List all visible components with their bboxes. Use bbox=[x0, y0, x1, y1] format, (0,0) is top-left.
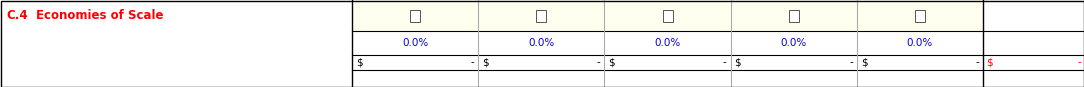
Text: -: - bbox=[470, 58, 474, 68]
Bar bbox=[410, 9, 421, 21]
Text: $: $ bbox=[735, 58, 741, 68]
Text: -: - bbox=[849, 58, 853, 68]
Text: -: - bbox=[596, 58, 601, 68]
Text: $: $ bbox=[608, 58, 615, 68]
Text: 0.0%: 0.0% bbox=[907, 38, 933, 48]
Bar bbox=[352, 0, 983, 31]
Bar bbox=[915, 9, 925, 21]
Bar bbox=[662, 9, 672, 21]
Text: 0.0%: 0.0% bbox=[528, 38, 554, 48]
Text: 0.0%: 0.0% bbox=[402, 38, 428, 48]
Bar bbox=[789, 9, 799, 21]
Text: 0.0%: 0.0% bbox=[780, 38, 806, 48]
Text: C.4: C.4 bbox=[7, 9, 27, 22]
Text: -: - bbox=[976, 58, 979, 68]
Bar bbox=[537, 9, 546, 21]
Text: -: - bbox=[1077, 58, 1081, 68]
Text: 0.0%: 0.0% bbox=[655, 38, 681, 48]
Text: $: $ bbox=[482, 58, 489, 68]
Text: $: $ bbox=[861, 58, 867, 68]
Text: -: - bbox=[723, 58, 726, 68]
Text: $: $ bbox=[986, 58, 993, 68]
Text: $: $ bbox=[356, 58, 363, 68]
Text: Economies of Scale: Economies of Scale bbox=[36, 9, 164, 22]
